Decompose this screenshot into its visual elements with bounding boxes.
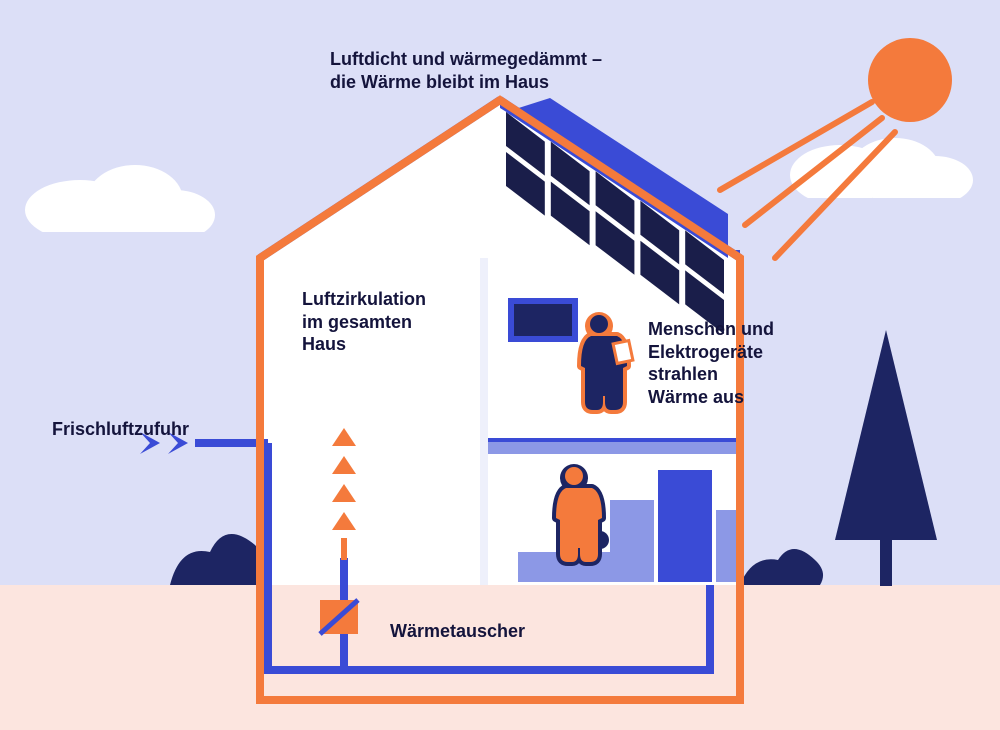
label-circulation: Luftzirkulation im gesamten Haus — [302, 288, 426, 356]
label-people: Menschen und Elektrogeräte strahlen Wärm… — [648, 318, 774, 408]
infographic-stage: Luftdicht und wärmegedämmt – die Wärme b… — [0, 0, 1000, 730]
label-freshair: Frischluftzufuhr — [52, 418, 189, 441]
label-roof: Luftdicht und wärmegedämmt – die Wärme b… — [330, 48, 602, 93]
label-exchanger: Wärmetauscher — [390, 620, 525, 643]
